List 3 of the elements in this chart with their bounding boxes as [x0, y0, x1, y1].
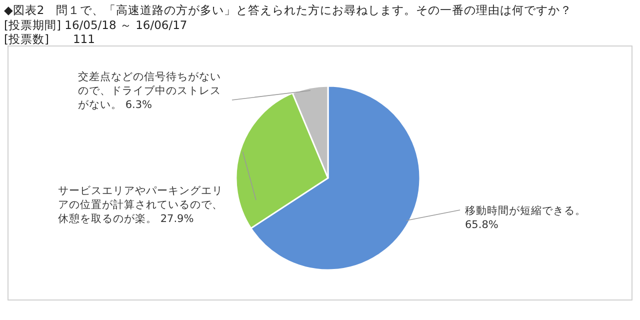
- chart-title: ◆図表2 問１で、「高速道路の方が多い」と答えられた方にお尋ねします。その一番の理由は何ですか？: [4, 3, 572, 17]
- text: [投票数] 111: [4, 32, 95, 46]
- text: [投票期間] 16/05/18 ～ 16/06/17: [4, 18, 188, 32]
